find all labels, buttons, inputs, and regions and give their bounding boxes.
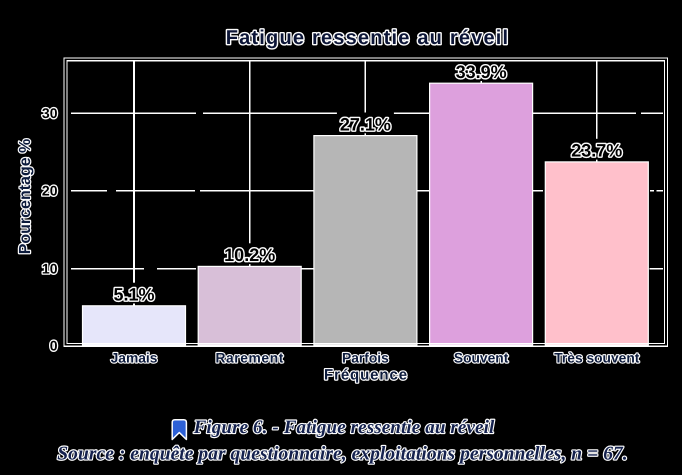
- svg-text:20: 20: [42, 183, 58, 199]
- svg-text:30: 30: [42, 105, 58, 121]
- svg-text:10.2%: 10.2%: [224, 245, 275, 265]
- svg-text:0: 0: [50, 337, 58, 353]
- svg-text:5.1%: 5.1%: [113, 285, 154, 305]
- svg-text:27.1%: 27.1%: [340, 114, 391, 134]
- svg-text:Fréquence: Fréquence: [324, 367, 408, 384]
- svg-text:Source : enquête par questionn: Source : enquête par questionnaire, expl…: [57, 444, 627, 465]
- svg-text:Très souvent: Très souvent: [554, 351, 640, 366]
- svg-text:Fatigue ressentie au réveil: Fatigue ressentie au réveil: [226, 27, 510, 49]
- svg-text:Pourcentage %: Pourcentage %: [17, 139, 34, 255]
- svg-text:Souvent: Souvent: [454, 351, 509, 366]
- svg-text:Figure 6. - Fatigue ressentie: Figure 6. - Fatigue ressentie au réveil: [193, 417, 495, 438]
- svg-text:Parfois: Parfois: [342, 351, 389, 366]
- svg-text:23.7%: 23.7%: [571, 141, 622, 161]
- svg-text:10: 10: [42, 260, 58, 276]
- svg-text:Jamais: Jamais: [111, 351, 158, 366]
- svg-text:33.9%: 33.9%: [456, 62, 507, 82]
- svg-text:Rarement: Rarement: [215, 351, 283, 366]
